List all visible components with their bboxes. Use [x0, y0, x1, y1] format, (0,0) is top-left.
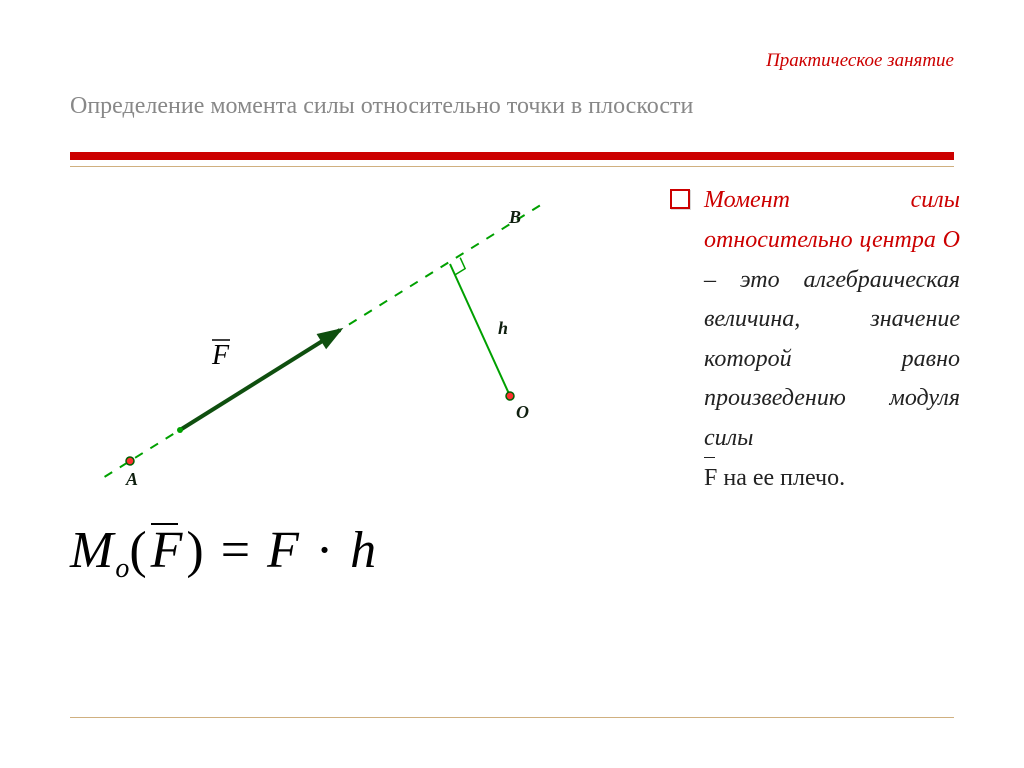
point-O	[506, 392, 514, 400]
formula-rparen: )	[186, 522, 205, 579]
formula-eq: =	[221, 522, 252, 579]
definition-tail: на ее плечо.	[717, 465, 845, 491]
formula-lparen: (	[129, 522, 148, 579]
definition-text: Момент силы относительно центра О – это …	[704, 181, 960, 498]
formula-Fbar: F	[149, 521, 187, 580]
slide: Практическое занятие Определение момента…	[0, 0, 1024, 768]
label-B: В	[508, 207, 521, 227]
point-A	[126, 457, 134, 465]
label-A: А	[125, 469, 138, 489]
bullet-item: Момент силы относительно центра О – это …	[670, 181, 960, 498]
slide-caption: Практическое занятие	[70, 50, 954, 72]
symbol-F-bar: F	[704, 459, 717, 499]
label-F: F	[211, 340, 230, 371]
vector-tail	[177, 427, 183, 433]
formula-F: F	[267, 522, 301, 579]
moment-diagram: А В Оh F	[70, 171, 640, 501]
formula: Mo(F) = F · h	[70, 521, 630, 585]
slide-title: Определение момента силы относительно то…	[70, 90, 954, 122]
divider-thin	[70, 166, 954, 167]
content-area: АВОhF Момент силы относительно центра О …	[70, 171, 954, 681]
formula-M: M	[70, 522, 115, 579]
arrowhead-icon	[317, 328, 344, 349]
divider-bottom	[70, 717, 954, 718]
label-O: О	[516, 402, 529, 422]
definition-lead: Момент силы относительно центра О	[704, 187, 960, 253]
definition-rest: – это алгебраическая величина, значение …	[704, 267, 960, 451]
label-h: h	[498, 318, 508, 338]
formula-sub: o	[115, 553, 129, 584]
square-bullet-icon	[670, 189, 690, 209]
definition-block: Момент силы относительно центра О – это …	[670, 181, 960, 498]
formula-dot: ·	[316, 522, 335, 579]
formula-h: h	[350, 522, 378, 579]
right-angle-icon	[455, 258, 465, 275]
force-vector	[180, 330, 340, 430]
divider-thick	[70, 152, 954, 160]
